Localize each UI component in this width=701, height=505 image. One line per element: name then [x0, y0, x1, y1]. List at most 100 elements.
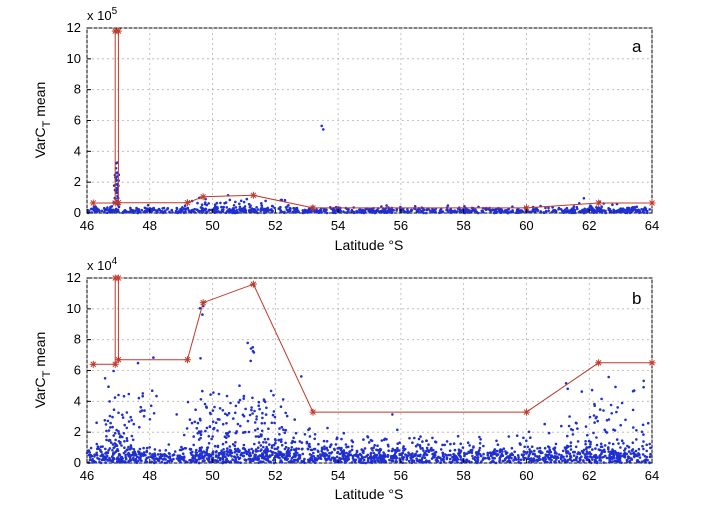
data-point: [645, 443, 648, 447]
data-point: [515, 434, 519, 438]
data-point: [549, 454, 553, 457]
data-point: [239, 461, 242, 465]
data-point: [249, 209, 252, 213]
data-point: [372, 451, 376, 455]
data-point: [313, 461, 317, 465]
data-point: [449, 442, 452, 446]
data-point: [95, 453, 98, 457]
y-tick-label: 2: [74, 174, 81, 189]
data-point: [333, 447, 336, 451]
data-point: [490, 460, 494, 464]
data-point: [635, 210, 638, 214]
data-point: [578, 452, 582, 456]
data-point: [259, 460, 262, 464]
data-point: [456, 461, 459, 464]
data-point: [163, 461, 167, 465]
data-point: [242, 206, 245, 210]
x-tick-label: 46: [80, 218, 94, 233]
data-point: [141, 394, 144, 398]
data-point: [246, 341, 249, 345]
data-point: [598, 408, 602, 411]
data-point: [627, 450, 631, 453]
data-point: [123, 440, 126, 443]
data-point: [486, 456, 490, 460]
data-point: [281, 456, 285, 459]
data-point: [153, 454, 157, 458]
data-point: [344, 456, 348, 459]
data-point: [379, 447, 382, 451]
data-point: [643, 454, 647, 458]
data-point: [219, 201, 222, 205]
data-point: [233, 451, 237, 454]
data-point: [544, 453, 547, 457]
data-point: [193, 210, 196, 214]
data-point: [597, 206, 601, 210]
data-point: [180, 445, 183, 449]
data-point: [104, 452, 107, 455]
data-point: [242, 394, 246, 398]
data-point: [266, 437, 270, 441]
data-point: [354, 454, 358, 457]
data-point: [366, 436, 370, 439]
data-point: [320, 447, 324, 451]
data-point: [261, 416, 264, 420]
data-point: [200, 452, 204, 455]
data-point: [214, 421, 218, 425]
data-point: [248, 454, 251, 458]
data-point: [216, 418, 220, 421]
data-point: [467, 460, 471, 463]
data-point: [495, 449, 499, 453]
data-point: [391, 447, 395, 451]
data-point: [280, 210, 284, 214]
x-tick-label: 54: [331, 218, 345, 233]
data-point: [93, 205, 96, 208]
data-point: [494, 208, 498, 211]
data-point: [359, 457, 363, 461]
data-point: [599, 445, 603, 449]
data-point: [225, 457, 228, 461]
data-point: [90, 211, 94, 214]
data-point: [498, 450, 502, 454]
data-point: [99, 445, 103, 449]
marks-b: [85, 274, 656, 465]
data-point: [437, 455, 440, 459]
data-point: [635, 208, 638, 212]
data-point: [424, 452, 427, 456]
data-point: [117, 458, 121, 462]
data-point: [289, 448, 293, 452]
data-point: [207, 458, 210, 462]
data-point: [125, 411, 129, 414]
y-tick-label: 0: [74, 455, 81, 470]
data-point: [159, 452, 162, 456]
data-point: [611, 448, 614, 451]
data-point: [308, 208, 311, 211]
data-point: [286, 448, 290, 452]
data-point: [210, 437, 213, 441]
data-point: [167, 452, 171, 455]
data-point: [494, 210, 498, 214]
data-point: [227, 411, 231, 415]
data-point: [421, 447, 424, 450]
data-point: [225, 450, 229, 453]
data-point: [114, 438, 117, 442]
x-tick-label: 64: [645, 218, 659, 233]
data-point: [181, 206, 184, 209]
data-point: [486, 453, 490, 457]
data-point: [451, 210, 454, 214]
data-point: [380, 205, 383, 208]
data-point: [362, 451, 365, 455]
data-point: [276, 452, 279, 456]
data-point: [581, 209, 584, 212]
data-point: [563, 458, 566, 462]
data-point: [624, 418, 627, 422]
data-point: [272, 451, 275, 454]
data-point: [127, 445, 130, 449]
data-point: [631, 207, 635, 211]
data-point: [430, 446, 433, 450]
data-point: [560, 454, 563, 457]
data-point: [563, 446, 567, 449]
data-point: [134, 209, 137, 212]
data-point: [347, 445, 350, 449]
data-point: [153, 459, 156, 462]
data-point: [115, 428, 118, 432]
